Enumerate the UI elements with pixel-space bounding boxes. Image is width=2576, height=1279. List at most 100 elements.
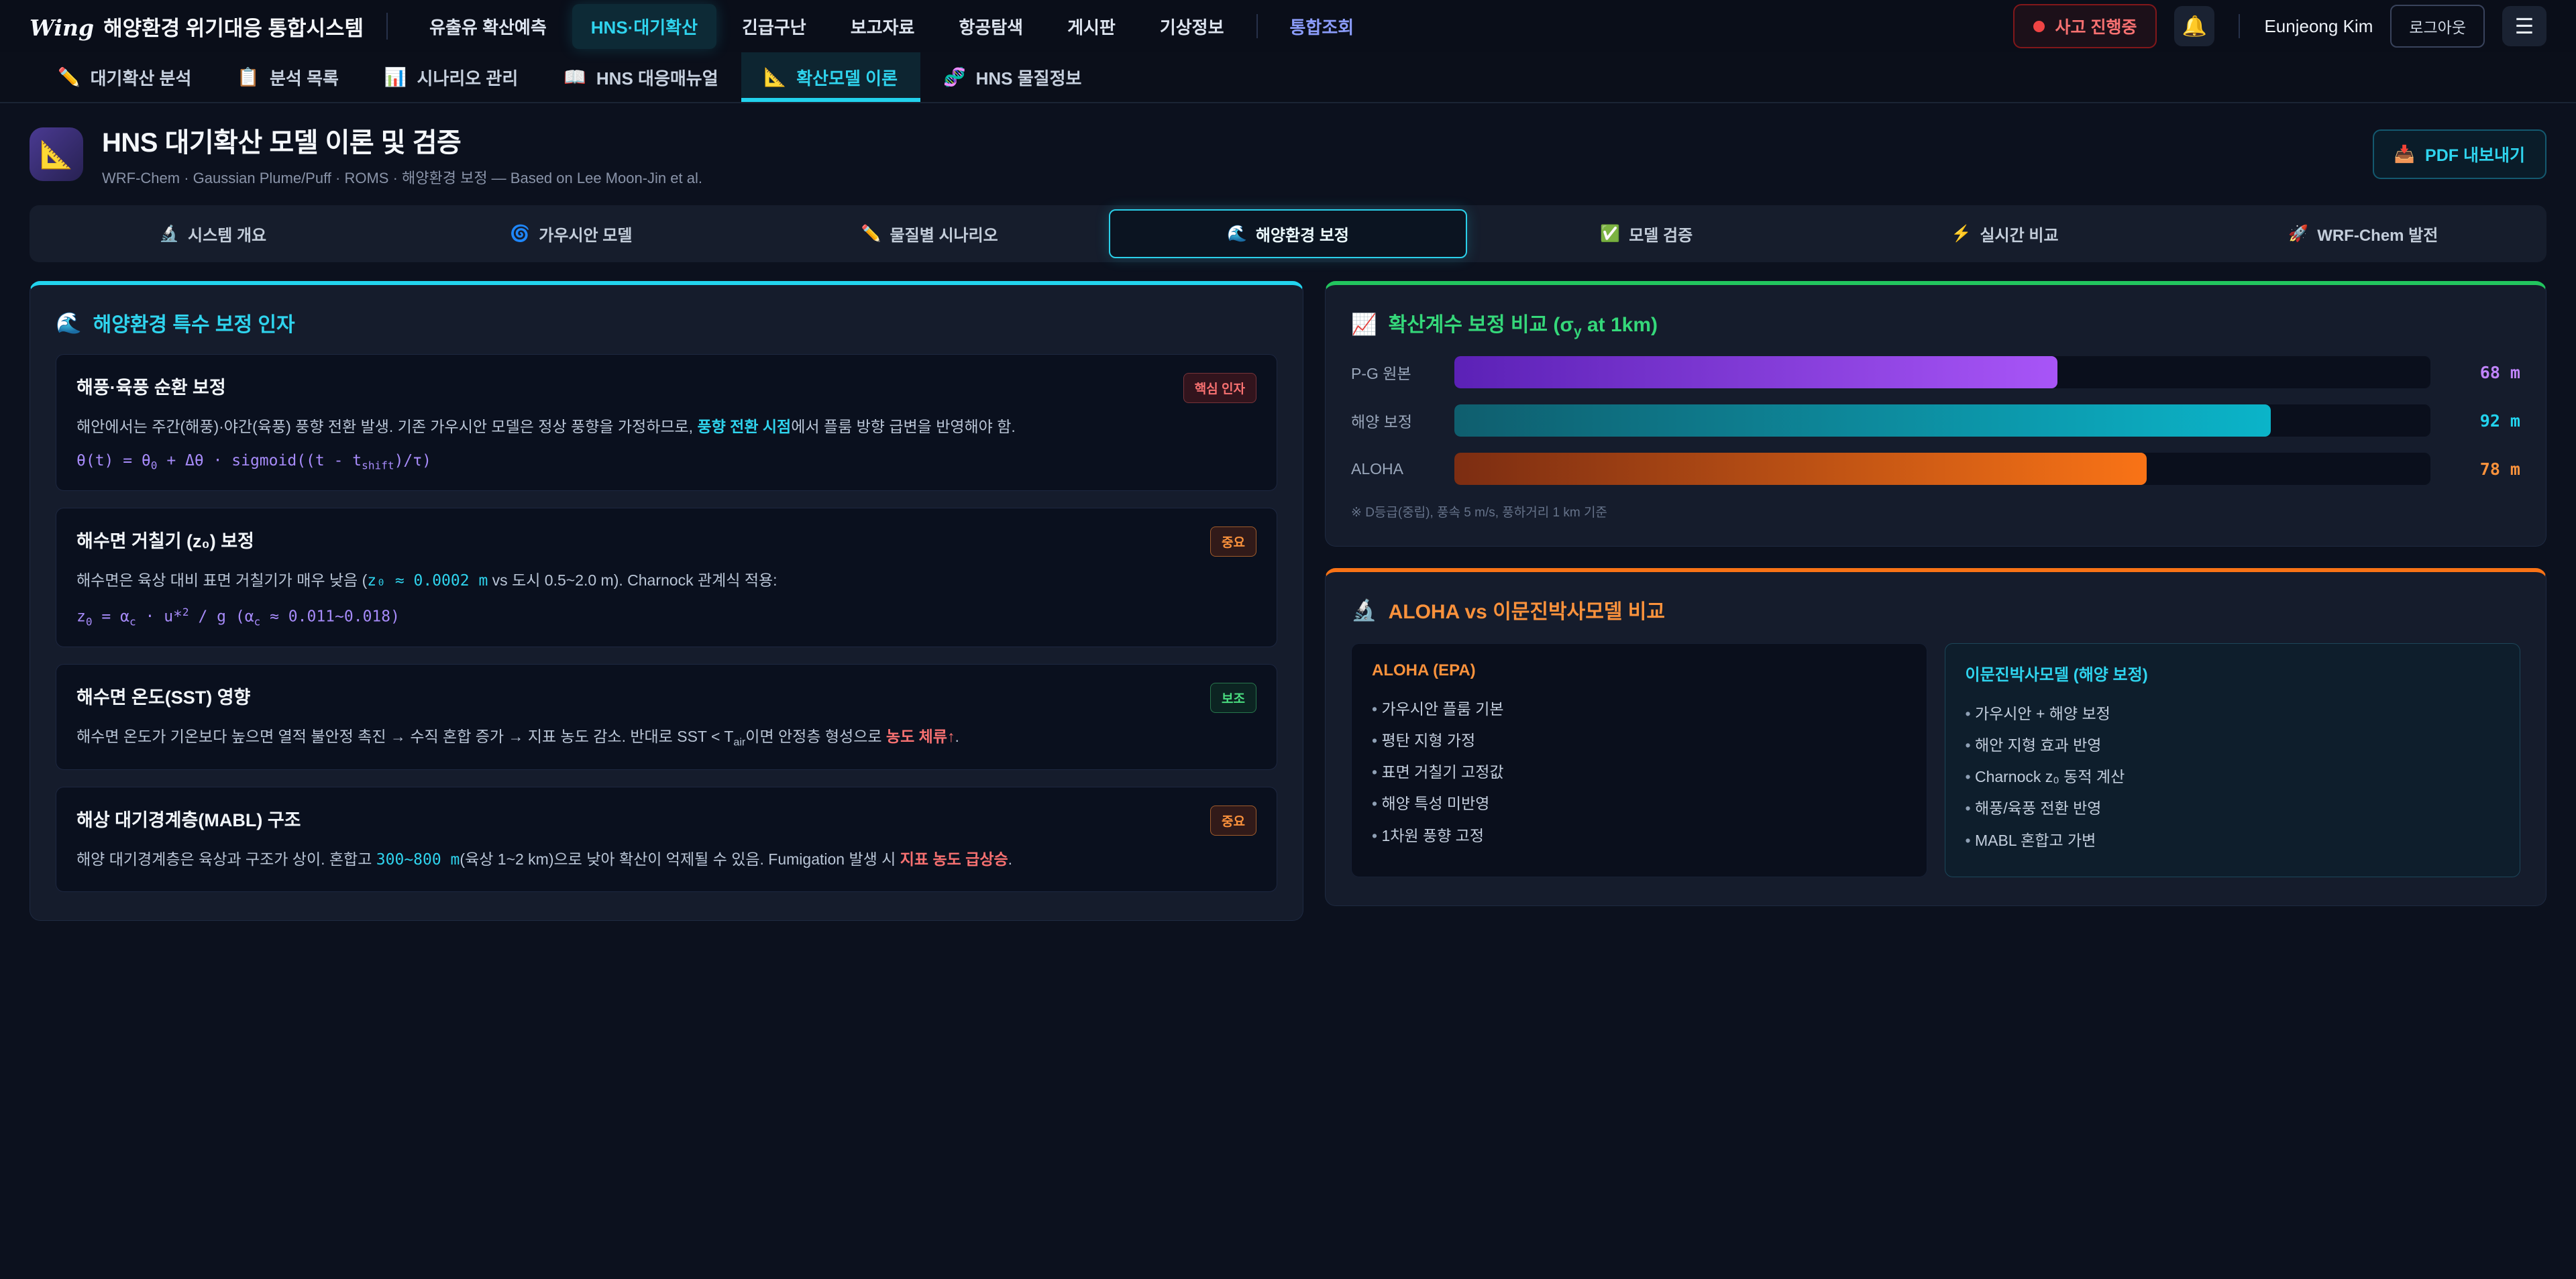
bar-label: ALOHA bbox=[1351, 459, 1403, 478]
bar-fill-pg bbox=[1454, 356, 2058, 388]
hamburger-menu-button[interactable]: ☰ bbox=[2502, 6, 2546, 46]
list-item: 해안 지형 효과 반영 bbox=[1966, 730, 2500, 761]
tab-model-theory[interactable]: 📐 확산모델 이론 bbox=[741, 52, 920, 102]
book-icon: 📖 bbox=[564, 67, 586, 87]
panel-title: 📈 확산계수 보정 비교 (σy at 1km) bbox=[1351, 308, 2520, 340]
tab-label: 시나리오 관리 bbox=[417, 68, 519, 89]
list-item: 해양 특성 미반영 bbox=[1372, 788, 1907, 820]
nav-item-weather[interactable]: 기상정보 bbox=[1159, 17, 1224, 38]
list-item: MABL 혼합고 가변 bbox=[1966, 825, 2500, 856]
tab-label: HNS 물질정보 bbox=[975, 68, 1082, 89]
segment-label: 시스템 개요 bbox=[188, 227, 267, 245]
segment-label: 해양환경 보정 bbox=[1255, 227, 1349, 245]
formula: z0 = αc · u*2 / g (αc ≈ 0.011~0.018) bbox=[76, 606, 400, 628]
segment-substance-scenarios[interactable]: ✏️ 물질별 시나리오 bbox=[751, 209, 1109, 258]
bar-track bbox=[1454, 356, 2430, 388]
panel-title: 🌊 해양환경 특수 보정 인자 bbox=[56, 308, 1277, 337]
bar-chart-icon: 📊 bbox=[384, 67, 407, 87]
incident-label: 사고 진행중 bbox=[2055, 18, 2137, 37]
segment-label: 모델 검증 bbox=[1629, 227, 1693, 245]
segment-marine-correction[interactable]: 🌊 해양환경 보정 bbox=[1108, 209, 1468, 258]
microscope-icon: 🔬 bbox=[159, 225, 180, 243]
dispersion-coefficient-chart-panel: 📈 확산계수 보정 비교 (σy at 1km) P-G 원본 68 m 해양 … bbox=[1325, 281, 2546, 547]
nav-item-hns-dispersion[interactable]: HNS·대기확산 bbox=[572, 3, 716, 49]
bar-value: 78 m bbox=[2479, 459, 2520, 479]
notifications-button[interactable]: 🔔 bbox=[2174, 6, 2215, 46]
user-name: Eunjeong Kim bbox=[2264, 15, 2373, 36]
segment-label: WRF-Chem 발전 bbox=[2317, 227, 2438, 245]
lightning-icon: ⚡ bbox=[1951, 225, 1972, 243]
card-title: 해수면 거칠기 (z₀) 보정 bbox=[76, 531, 254, 551]
lee-model-column: 이문진박사모델 (해양 보정) 가우시안 + 해양 보정 해안 지형 효과 반영… bbox=[1944, 643, 2520, 877]
tab-hns-manual[interactable]: 📖 HNS 대응매뉴얼 bbox=[541, 52, 741, 102]
bell-icon: 🔔 bbox=[2182, 15, 2208, 38]
segment-label: 실시간 비교 bbox=[1980, 227, 2059, 245]
panel-title-text: 해양환경 특수 보정 인자 bbox=[93, 314, 295, 336]
bar-label: P-G 원본 bbox=[1351, 365, 1411, 382]
marine-correction-factors-panel: 🌊 해양환경 특수 보정 인자 해풍·육풍 순환 보정 핵심 인자 해안에서는 … bbox=[30, 281, 1303, 921]
bar-row-pg-original: P-G 원본 68 m bbox=[1351, 356, 2520, 388]
tab-label: 대기확산 분석 bbox=[90, 68, 192, 89]
divider bbox=[1256, 14, 1258, 38]
panel-title-text: 확산계수 보정 비교 (σy at 1km) bbox=[1388, 314, 1658, 339]
page-header: 📐 HNS 대기확산 모델 이론 및 검증 WRF-Chem · Gaussia… bbox=[0, 103, 2576, 201]
segment-gaussian-model[interactable]: 🌀 가우시안 모델 bbox=[392, 209, 750, 258]
cyclone-icon: 🌀 bbox=[510, 225, 531, 243]
list-item: 표면 거칠기 고정값 bbox=[1372, 757, 1907, 788]
segment-wrf-chem[interactable]: 🚀 WRF-Chem 발전 bbox=[2184, 209, 2542, 258]
card-title: 해수면 온도(SST) 영향 bbox=[76, 687, 251, 708]
bar-row-marine-corrected: 해양 보정 92 m bbox=[1351, 404, 2520, 437]
top-navigation: Wing 해양환경 위기대응 통합시스템 유출유 확산예측 HNS·대기확산 긴… bbox=[0, 0, 2576, 52]
wave-icon: 🌊 bbox=[56, 311, 82, 335]
nav-item-emergency-rescue[interactable]: 긴급구난 bbox=[742, 17, 806, 38]
card-body: 해수면 온도가 기온보다 높으면 열적 불안정 촉진 → 수직 혼합 증가 → … bbox=[76, 727, 959, 748]
list-item: 평탄 지형 가정 bbox=[1372, 725, 1907, 757]
tab-hns-substance-info[interactable]: 🧬 HNS 물질정보 bbox=[920, 52, 1104, 102]
column-title: 이문진박사모델 (해양 보정) bbox=[1965, 666, 2148, 684]
segment-system-overview[interactable]: 🔬 시스템 개요 bbox=[34, 209, 392, 258]
segment-model-validation[interactable]: ✅ 모델 검증 bbox=[1467, 209, 1825, 258]
nav-item-oil-spill[interactable]: 유출유 확산예측 bbox=[429, 17, 547, 38]
panel-title: 🔬 ALOHA vs 이문진박사모델 비교 bbox=[1351, 595, 2520, 624]
card-sst-effect: 해수면 온도(SST) 영향 보조 해수면 온도가 기온보다 높으면 열적 불안… bbox=[56, 663, 1277, 770]
tab-scenario-management[interactable]: 📊 시나리오 관리 bbox=[362, 52, 541, 102]
pencil-icon: ✏️ bbox=[861, 225, 881, 243]
download-icon: 📥 bbox=[2394, 144, 2416, 164]
triangle-ruler-icon: 📐 bbox=[763, 67, 787, 87]
bar-label: 해양 보정 bbox=[1351, 413, 1413, 431]
logout-button[interactable]: 로그아웃 bbox=[2390, 5, 2485, 48]
panel-title-text: ALOHA vs 이문진박사모델 비교 bbox=[1388, 601, 1665, 623]
segment-realtime-comparison[interactable]: ⚡ 실시간 비교 bbox=[1825, 209, 2184, 258]
incident-status-badge[interactable]: 사고 진행중 bbox=[2012, 4, 2157, 48]
card-mabl-structure: 해상 대기경계층(MABL) 구조 중요 해양 대기경계층은 육상과 구조가 상… bbox=[56, 786, 1277, 892]
wave-icon: 🌊 bbox=[1226, 225, 1247, 243]
bar-value: 68 m bbox=[2479, 362, 2520, 382]
logo-mark: Wing bbox=[30, 14, 95, 41]
page-header-text: HNS 대기확산 모델 이론 및 검증 WRF-Chem · Gaussian … bbox=[102, 121, 702, 188]
pencil-icon: ✏️ bbox=[58, 67, 80, 87]
nav-item-board[interactable]: 게시판 bbox=[1067, 17, 1116, 38]
dna-icon: 🧬 bbox=[943, 67, 966, 87]
nav-item-integrated-search[interactable]: 통합조회 bbox=[1289, 17, 1354, 38]
check-icon: ✅ bbox=[1600, 225, 1621, 243]
card-sea-land-breeze: 해풍·육풍 순환 보정 핵심 인자 해안에서는 주간(해풍)·야간(육풍) 풍향… bbox=[56, 354, 1277, 491]
bar-value: 92 m bbox=[2479, 410, 2520, 431]
card-body: 해수면은 육상 대비 표면 거칠기가 매우 낮음 (z₀ ≈ 0.0002 m … bbox=[76, 571, 777, 590]
nav-item-aerial-search[interactable]: 항공탐색 bbox=[959, 17, 1024, 38]
tab-dispersion-analysis[interactable]: ✏️ 대기확산 분석 bbox=[35, 52, 214, 102]
segment-label: 물질별 시나리오 bbox=[890, 227, 998, 245]
pdf-export-button[interactable]: 📥 PDF 내보내기 bbox=[2372, 129, 2546, 179]
tab-label: 분석 목록 bbox=[270, 68, 339, 89]
tab-label: HNS 대응매뉴얼 bbox=[596, 68, 718, 89]
card-header: 해수면 거칠기 (z₀) 보정 중요 bbox=[76, 526, 1256, 557]
card-header: 해풍·육풍 순환 보정 핵심 인자 bbox=[76, 373, 1256, 403]
main-menu: 유출유 확산예측 HNS·대기확산 긴급구난 보고자료 항공탐색 게시판 기상정… bbox=[411, 3, 1373, 49]
tab-analysis-list[interactable]: 📋 분석 목록 bbox=[214, 52, 362, 102]
main-content: 🌊 해양환경 특수 보정 인자 해풍·육풍 순환 보정 핵심 인자 해안에서는 … bbox=[0, 262, 2576, 940]
priority-badge: 중요 bbox=[1210, 526, 1256, 557]
clipboard-icon: 📋 bbox=[237, 67, 260, 87]
formula: θ(t) = θ0 + Δθ · sigmoid((t - tshift)/τ) bbox=[76, 451, 431, 472]
page-subtitle: WRF-Chem · Gaussian Plume/Puff · ROMS · … bbox=[102, 170, 702, 186]
nav-item-reports[interactable]: 보고자료 bbox=[850, 17, 915, 38]
divider bbox=[2239, 14, 2241, 38]
